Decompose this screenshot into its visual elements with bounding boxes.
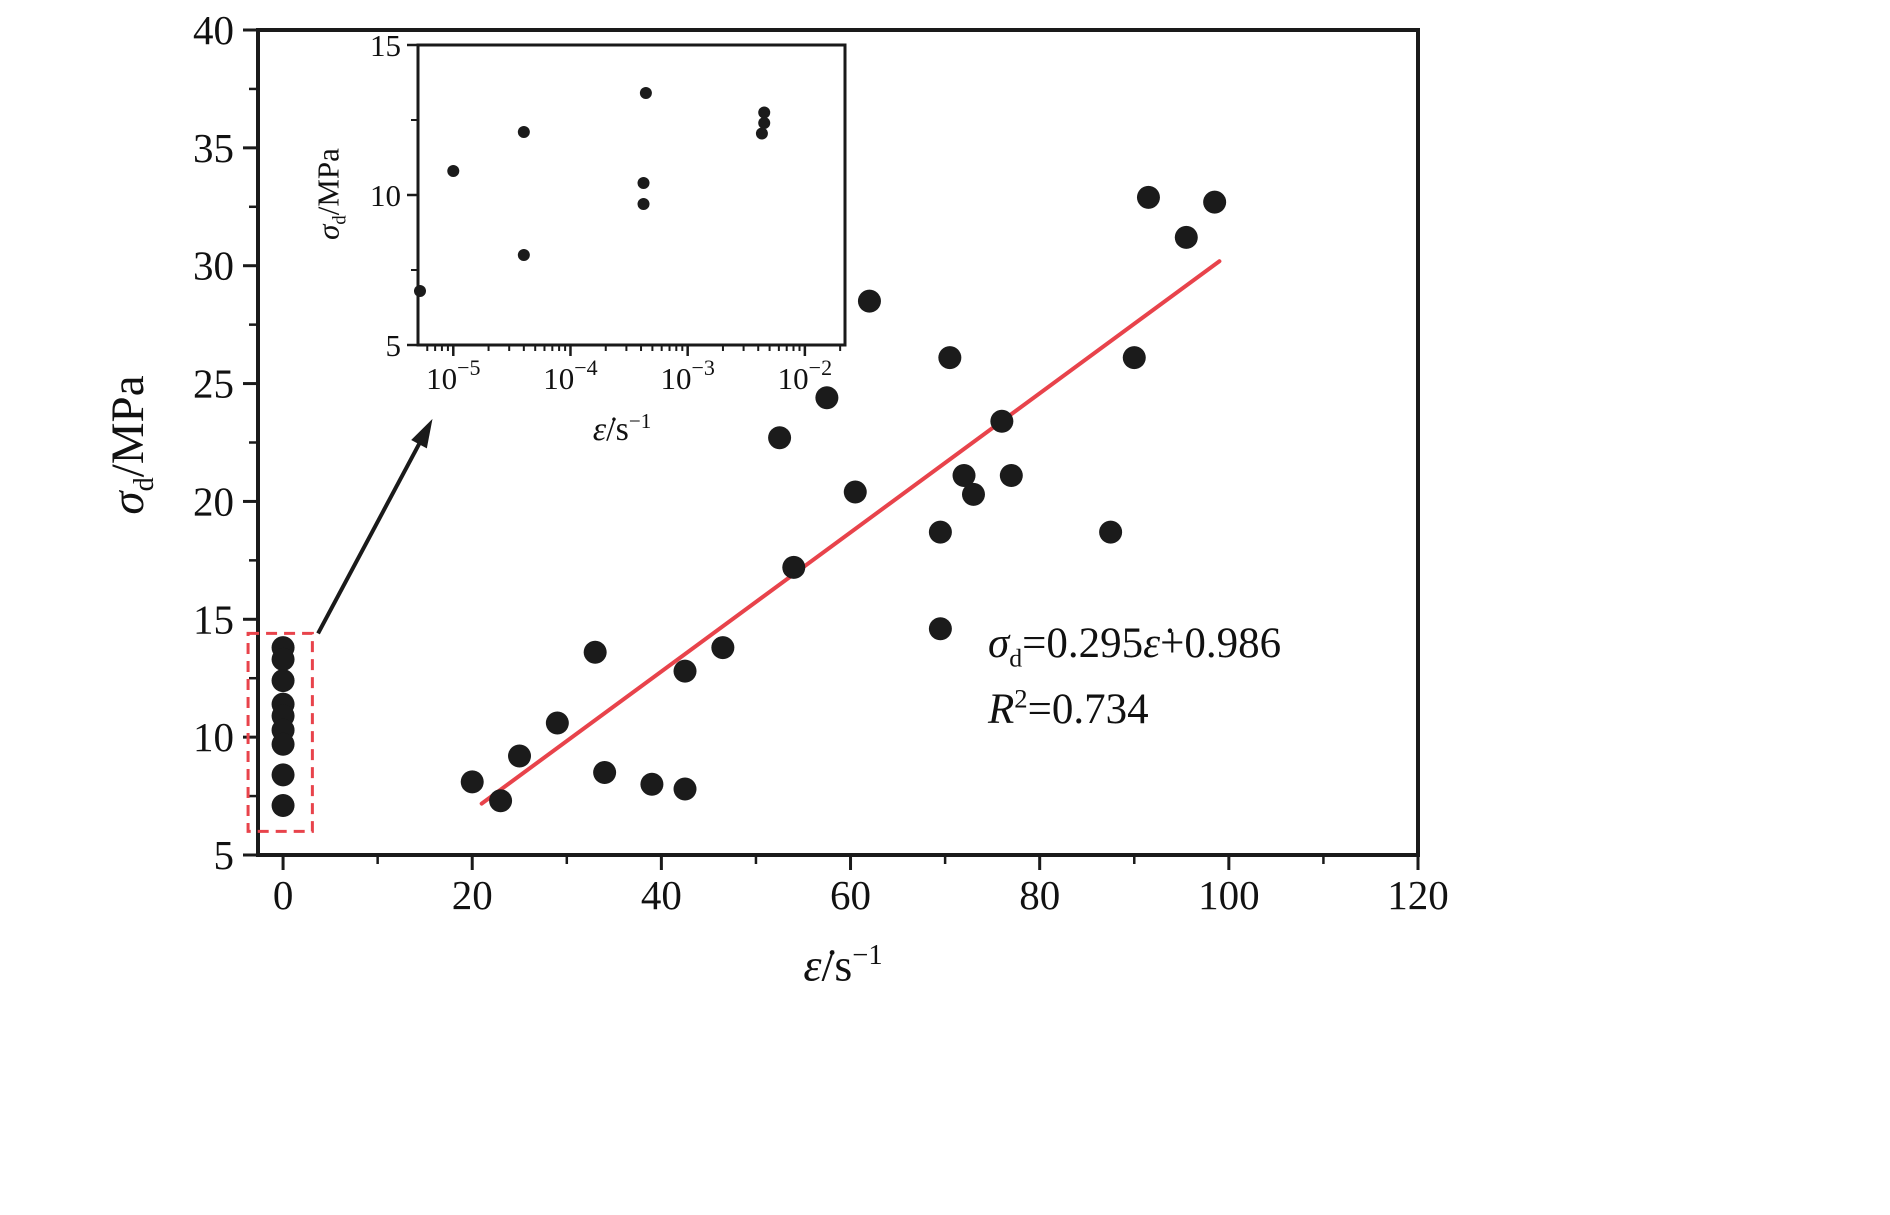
sigma-subscript: d (129, 477, 161, 492)
svg-text:0: 0 (273, 872, 294, 918)
eq-epsilon: ε̇ (1143, 620, 1161, 667)
eq-r-sup: 2 (1014, 683, 1028, 714)
svg-text:40: 40 (193, 7, 234, 53)
main-x-axis-label: ε̇/s−1 (803, 939, 882, 992)
sigma-subscript: d (329, 215, 351, 225)
main-y-axis-label: σd/MPa (101, 375, 161, 514)
svg-text:100: 100 (1198, 872, 1260, 918)
eq-sigma: σ (988, 620, 1010, 667)
x-axis-unit-exponent: −1 (852, 940, 883, 972)
svg-text:35: 35 (193, 125, 234, 171)
eq-r-value: =0.734 (1027, 686, 1149, 734)
svg-text:80: 80 (1019, 872, 1060, 918)
svg-text:10: 10 (370, 178, 401, 213)
svg-text:10: 10 (193, 714, 234, 760)
svg-text:60: 60 (830, 872, 871, 918)
eq-sigma-sub: d (1009, 643, 1023, 673)
svg-text:10−4: 10−4 (543, 355, 597, 396)
y-axis-unit: /MPa (101, 375, 154, 478)
svg-text:120: 120 (1387, 872, 1449, 918)
svg-text:10−3: 10−3 (660, 355, 714, 396)
svg-text:20: 20 (452, 872, 493, 918)
fit-equation: σd=0.295ε̇+0.986 R2=0.734 (988, 612, 1281, 743)
svg-text:15: 15 (370, 28, 401, 63)
y-axis-unit: /MPa (310, 148, 346, 216)
svg-text:5: 5 (214, 832, 235, 878)
eq-slope-part: =0.295 (1022, 620, 1144, 667)
svg-text:5: 5 (386, 328, 402, 363)
svg-text:10−2: 10−2 (778, 355, 832, 396)
x-axis-unit: /s (606, 411, 629, 449)
sigma-symbol: σ (101, 491, 154, 515)
fit-equation-line1: σd=0.295ε̇+0.986 (988, 612, 1281, 678)
eq-intercept-part: +0.986 (1160, 620, 1282, 667)
inset-y-axis-label: σd/MPa (310, 148, 351, 240)
sigma-symbol: σ (310, 224, 346, 240)
epsilon-dot-symbol: ε̇ (592, 411, 607, 449)
svg-text:30: 30 (193, 243, 234, 289)
inset-x-axis-label: ε̇/s−1 (593, 409, 652, 449)
fit-equation-line2: R2=0.734 (988, 678, 1281, 743)
x-axis-unit: /s (821, 939, 853, 991)
epsilon-dot-symbol: ε̇ (803, 939, 822, 991)
svg-text:20: 20 (193, 478, 234, 524)
svg-text:40: 40 (641, 872, 682, 918)
svg-text:25: 25 (193, 361, 234, 407)
svg-text:10−5: 10−5 (426, 355, 480, 396)
svg-text:15: 15 (193, 596, 234, 642)
eq-r: R (988, 686, 1015, 734)
x-axis-unit-exponent: −1 (628, 408, 652, 433)
